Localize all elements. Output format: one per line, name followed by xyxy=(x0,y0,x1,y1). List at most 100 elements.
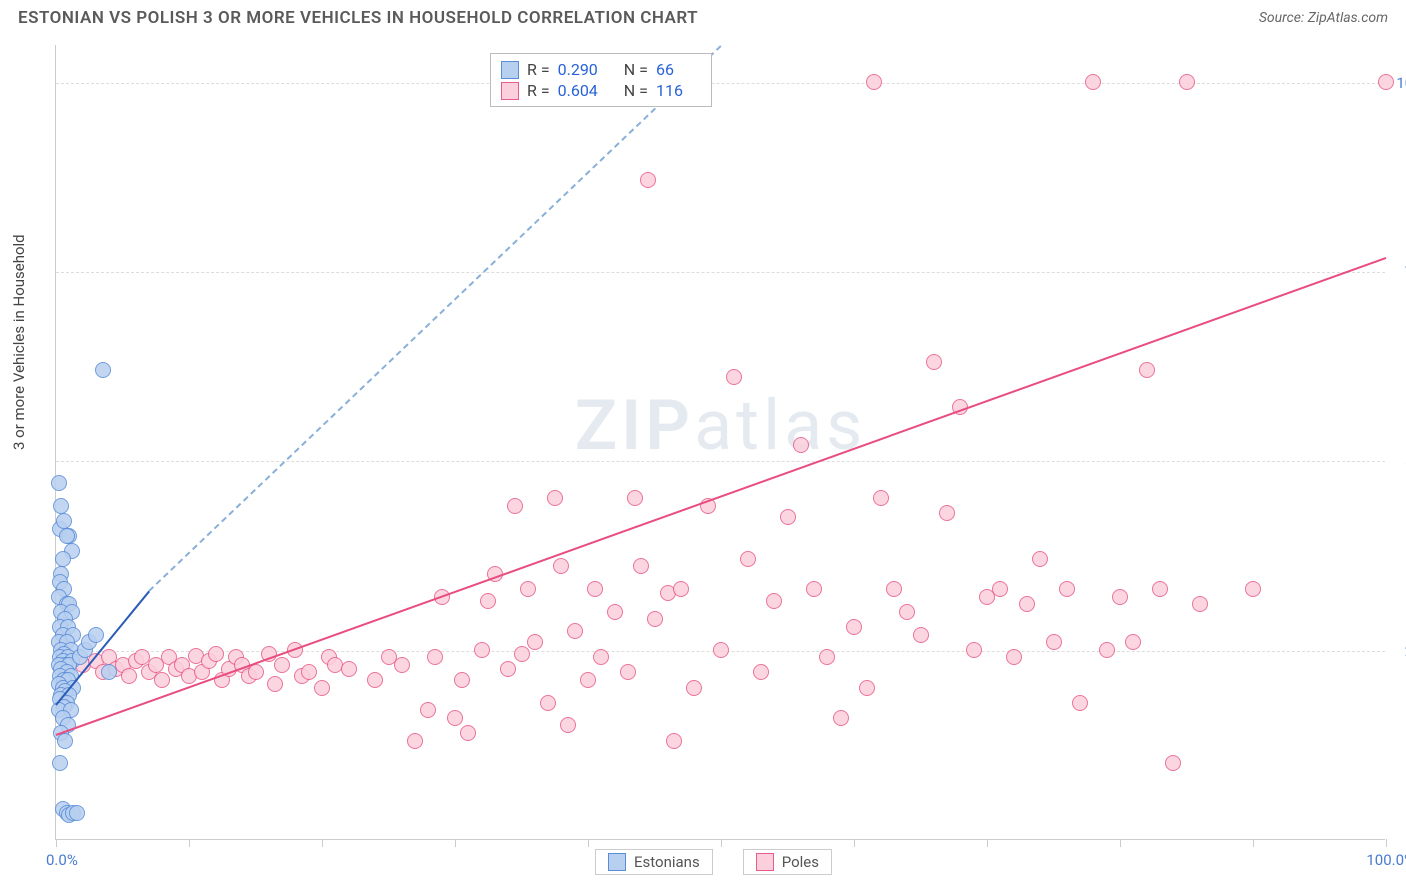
poles-point xyxy=(913,627,929,643)
gridline xyxy=(56,461,1385,462)
poles-point xyxy=(314,680,330,696)
poles-point xyxy=(1165,755,1181,771)
poles-point xyxy=(301,664,317,680)
estonians-point xyxy=(101,664,117,680)
poles-point xyxy=(726,369,742,385)
poles-point xyxy=(859,680,875,696)
poles-point xyxy=(780,509,796,525)
estonians-point xyxy=(88,627,104,643)
poles-point xyxy=(1139,362,1155,378)
poles-point xyxy=(740,551,756,567)
x-label-min: 0.0% xyxy=(46,851,78,869)
estonians-point xyxy=(53,498,69,514)
poles-point xyxy=(1099,642,1115,658)
estonians-point xyxy=(51,475,67,491)
poles-point xyxy=(520,581,536,597)
poles-point xyxy=(587,581,603,597)
estonians-point xyxy=(55,551,71,567)
poles-point xyxy=(1006,649,1022,665)
poles-point xyxy=(553,558,569,574)
x-tick xyxy=(588,839,589,847)
legend-swatch xyxy=(608,853,626,871)
y-tick-label: 100.0% xyxy=(1396,74,1406,92)
poles-point xyxy=(154,672,170,688)
stats-row: R =0.604N =116 xyxy=(501,81,701,100)
poles-point xyxy=(474,642,490,658)
series-legend: EstoniansPoles xyxy=(595,849,832,875)
poles-point xyxy=(647,611,663,627)
poles-point xyxy=(1179,74,1195,90)
poles-point xyxy=(1019,596,1035,612)
estonians-point xyxy=(95,362,111,378)
estonians-point xyxy=(56,513,72,529)
poles-point xyxy=(1072,695,1088,711)
poles-point xyxy=(1059,581,1075,597)
poles-point xyxy=(866,74,882,90)
poles-point xyxy=(1032,551,1048,567)
poles-point xyxy=(500,661,516,677)
r-value: 0.290 xyxy=(558,60,598,79)
source-label: Source: ZipAtlas.com xyxy=(1259,10,1388,26)
poles-point xyxy=(1152,581,1168,597)
legend-swatch xyxy=(501,82,519,100)
poles-point xyxy=(806,581,822,597)
poles-point xyxy=(793,437,809,453)
poles-point xyxy=(540,695,556,711)
estonians-point xyxy=(52,755,68,771)
poles-point xyxy=(1046,634,1062,650)
poles-point xyxy=(899,604,915,620)
legend-label: Estonians xyxy=(634,853,700,871)
poles-point xyxy=(1125,634,1141,650)
poles-point xyxy=(1085,74,1101,90)
poles-point xyxy=(607,604,623,620)
poles-point xyxy=(873,490,889,506)
poles-point xyxy=(560,717,576,733)
legend-swatch xyxy=(501,61,519,79)
legend-swatch xyxy=(756,853,774,871)
poles-point xyxy=(507,498,523,514)
estonians-point xyxy=(57,733,73,749)
poles-point xyxy=(248,664,264,680)
poles-point xyxy=(547,490,563,506)
poles-trend xyxy=(56,257,1387,736)
poles-point xyxy=(1112,589,1128,605)
x-tick xyxy=(721,839,722,847)
stats-legend: R =0.290N =66R =0.604N =116 xyxy=(490,53,712,107)
legend-item: Estonians xyxy=(595,849,713,875)
poles-point xyxy=(753,664,769,680)
poles-point xyxy=(846,619,862,635)
r-label: R = xyxy=(527,81,550,100)
x-tick xyxy=(455,839,456,847)
estonians-trend-extrapolated xyxy=(148,45,721,592)
n-value: 116 xyxy=(656,81,683,100)
r-value: 0.604 xyxy=(558,81,598,100)
poles-point xyxy=(666,733,682,749)
stats-row: R =0.290N =66 xyxy=(501,60,701,79)
x-tick xyxy=(854,839,855,847)
r-label: R = xyxy=(527,60,550,79)
poles-point xyxy=(394,657,410,673)
poles-point xyxy=(966,642,982,658)
poles-point xyxy=(567,623,583,639)
poles-point xyxy=(713,642,729,658)
poles-point xyxy=(819,649,835,665)
watermark: ZIPatlas xyxy=(575,385,867,467)
poles-point xyxy=(633,558,649,574)
estonians-point xyxy=(59,528,75,544)
poles-point xyxy=(926,354,942,370)
poles-point xyxy=(274,657,290,673)
poles-point xyxy=(460,725,476,741)
poles-point xyxy=(208,646,224,662)
poles-point xyxy=(447,710,463,726)
chart-area: ZIPatlas 25.0%50.0%75.0%100.0%0.0%100.0%… xyxy=(55,45,1385,840)
poles-point xyxy=(886,581,902,597)
poles-point xyxy=(593,649,609,665)
plot-area: ZIPatlas 25.0%50.0%75.0%100.0%0.0%100.0% xyxy=(55,45,1385,840)
poles-point xyxy=(427,649,443,665)
x-tick xyxy=(987,839,988,847)
poles-point xyxy=(1192,596,1208,612)
poles-point xyxy=(939,505,955,521)
poles-point xyxy=(1245,581,1261,597)
poles-point xyxy=(514,646,530,662)
poles-point xyxy=(686,680,702,696)
